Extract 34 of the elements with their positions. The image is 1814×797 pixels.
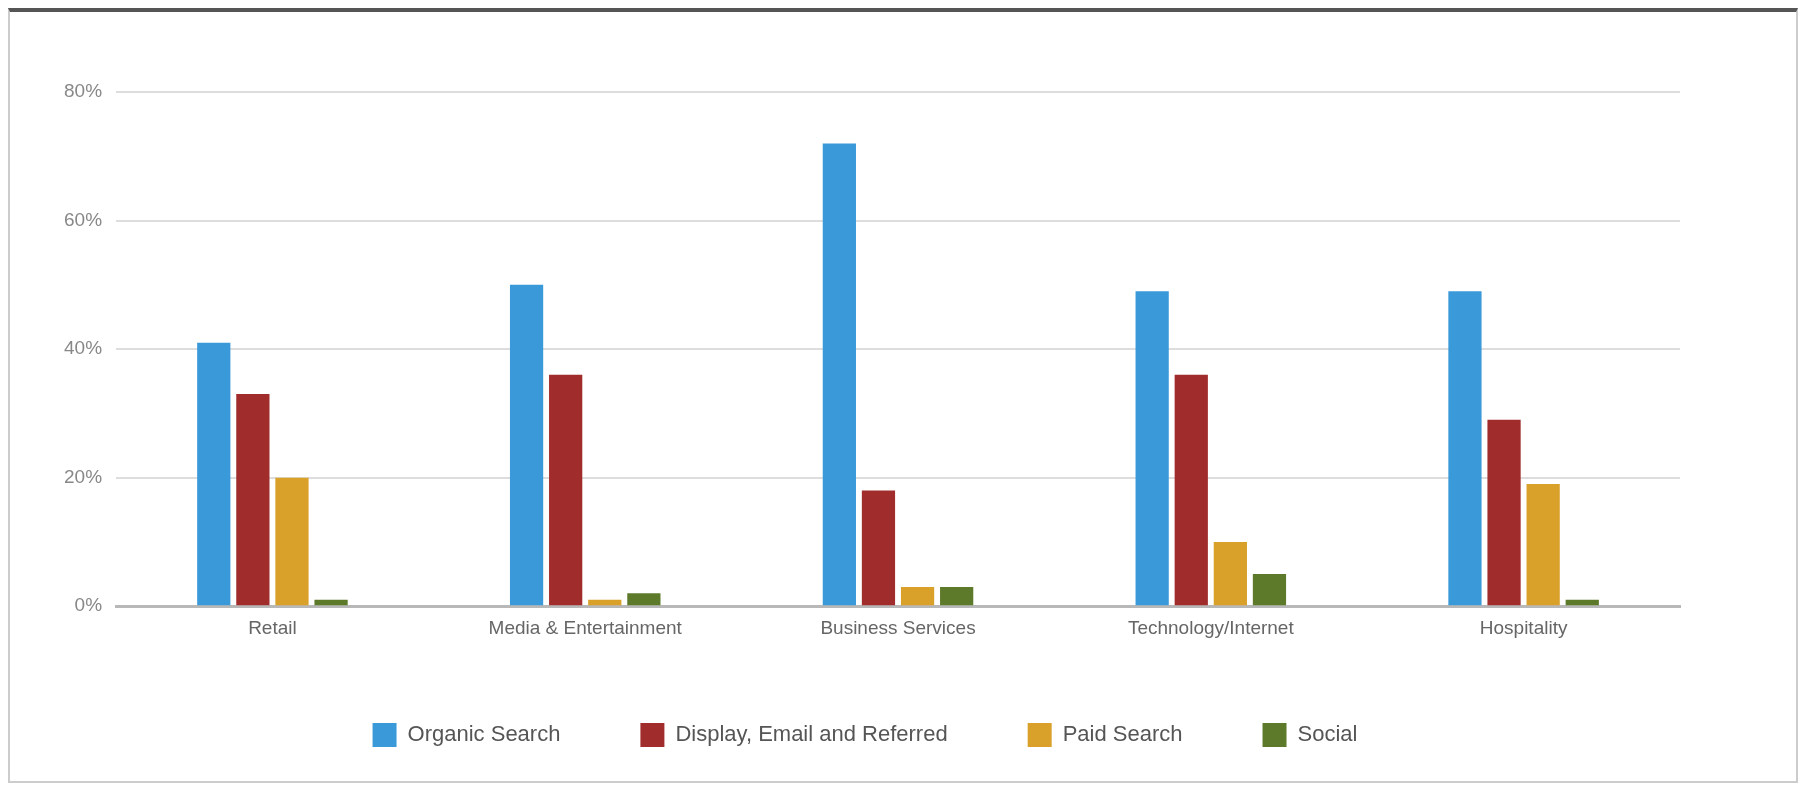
y-tick-label: 60% [64, 208, 103, 230]
y-tick-label: 20% [64, 465, 103, 487]
bar [314, 599, 348, 606]
x-tick-label: Business Services [820, 616, 976, 638]
y-tick-label: 0% [74, 594, 103, 616]
bar [940, 586, 974, 606]
bar [275, 477, 309, 606]
legend-label: Paid Search [1062, 721, 1183, 747]
bar [822, 143, 856, 606]
legend-label: Organic Search [407, 721, 561, 747]
bar [1252, 574, 1287, 606]
bar [1174, 374, 1208, 606]
bar [549, 374, 583, 606]
bar [1213, 541, 1247, 606]
y-tick-label: 80% [64, 80, 103, 102]
bar [1448, 291, 1482, 606]
bar [627, 593, 661, 606]
bar [236, 394, 270, 606]
bar [509, 284, 544, 606]
bar [1565, 599, 1599, 606]
bar [1487, 419, 1521, 606]
bar [588, 599, 622, 606]
legend-label: Display, Email and Referred [675, 721, 948, 747]
bar [1135, 291, 1169, 606]
x-tick-label: Media & Entertainment [488, 616, 683, 638]
bar [861, 490, 896, 606]
x-tick-label: Hospitality [1479, 616, 1568, 638]
x-tick-label: Technology/Internet [1127, 616, 1295, 638]
bar [900, 586, 935, 606]
y-tick-label: 40% [64, 337, 103, 359]
bar [197, 342, 231, 606]
x-tick-label: Retail [248, 616, 297, 638]
legend-label: Social [1297, 721, 1358, 747]
bar [1526, 484, 1560, 606]
